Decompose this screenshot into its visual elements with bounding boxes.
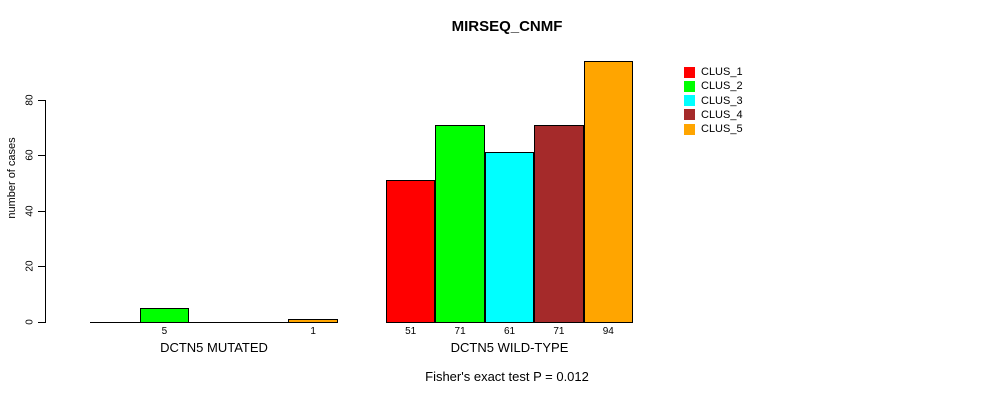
bar — [139, 308, 190, 323]
y-axis-tick — [38, 99, 46, 101]
legend-item: CLUS_2 — [684, 80, 743, 92]
legend-item: CLUS_5 — [684, 123, 743, 135]
legend-item: CLUS_1 — [684, 66, 743, 78]
bar — [386, 180, 436, 323]
chart-title: MIRSEQ_CNMF — [451, 18, 563, 35]
y-axis-tick — [38, 155, 46, 157]
legend-swatch — [684, 95, 695, 107]
legend-swatch — [684, 80, 695, 92]
y-axis-tick — [38, 266, 46, 268]
group-label: DCTN5 MUTATED — [160, 340, 268, 355]
bar — [435, 124, 485, 323]
bar-value-label: 61 — [503, 326, 516, 337]
bar — [288, 319, 338, 323]
bar — [484, 152, 535, 323]
bar-value-label: 94 — [602, 326, 614, 337]
legend-label: CLUS_5 — [701, 123, 743, 136]
legend-item: CLUS_3 — [684, 95, 743, 107]
bar — [583, 60, 633, 323]
legend-swatch — [684, 66, 695, 78]
fisher-test-annotation: Fisher's exact test P = 0.012 — [425, 369, 589, 384]
legend: CLUS_1 CLUS_2 CLUS_3 CLUS_4 CLUS_5 — [684, 66, 743, 137]
bar-value-label: 71 — [454, 326, 466, 337]
group-label: DCTN5 WILD-TYPE — [450, 340, 569, 355]
legend-item: CLUS_4 — [684, 109, 743, 121]
bar-value-label: 1 — [310, 326, 316, 337]
legend-swatch — [684, 109, 695, 121]
legend-swatch — [684, 123, 695, 135]
bar — [534, 124, 584, 323]
y-axis-tick — [38, 322, 46, 323]
legend-label: CLUS_3 — [701, 94, 743, 107]
bar-value-label: 51 — [405, 326, 417, 337]
y-axis-tick-label: 80 — [24, 94, 36, 106]
y-axis-tick-label: 0 — [24, 319, 36, 325]
x-axis-baseline — [90, 322, 338, 323]
bar-value-label: 5 — [161, 326, 168, 337]
y-axis-tick-label: 40 — [24, 205, 36, 217]
y-axis-tick-label: 60 — [24, 149, 36, 161]
legend-label: CLUS_2 — [701, 80, 743, 93]
bar-value-label: 71 — [553, 326, 565, 337]
y-axis-tick-label: 20 — [24, 260, 36, 272]
legend-label: CLUS_4 — [701, 108, 743, 121]
y-axis-tick — [38, 210, 46, 212]
legend-label: CLUS_1 — [701, 66, 743, 78]
